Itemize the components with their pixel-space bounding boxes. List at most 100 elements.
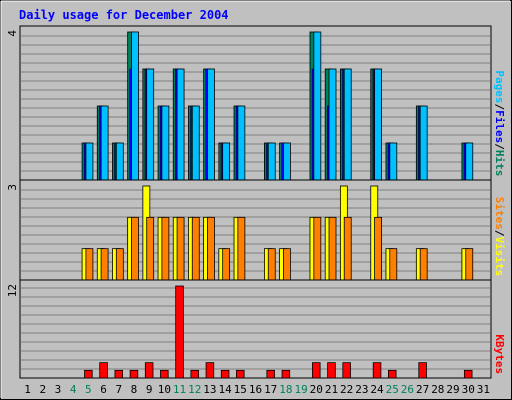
middle-ymax-label: 3 (6, 184, 19, 191)
x-tick-label: 25 (386, 383, 399, 396)
bottom-legend: KBytes (493, 334, 506, 374)
bar-kbytes (387, 369, 397, 379)
middle-legend: Sites/Visits (493, 197, 506, 276)
x-tick-label: 17 (264, 383, 277, 396)
bar-pages (267, 142, 276, 181)
bar-kbytes (114, 369, 124, 379)
bar-sites (389, 248, 398, 281)
bar-kbytes (160, 369, 169, 379)
x-tick-label: 4 (70, 383, 77, 396)
bottom-panel: 12 KBytes (6, 279, 506, 379)
bar-pages (222, 142, 231, 181)
bar-kbytes (418, 362, 427, 379)
x-tick-label: 27 (416, 383, 429, 396)
bar-kbytes (342, 362, 351, 379)
bar-kbytes (281, 369, 291, 379)
bar-sites (237, 216, 246, 281)
legend-entry: / (493, 230, 506, 237)
x-tick-label: 29 (446, 383, 459, 396)
x-tick-label: 21 (325, 383, 338, 396)
x-tick-label: 15 (234, 383, 247, 396)
bar-kbytes (266, 369, 275, 379)
x-tick-label: 23 (355, 383, 368, 396)
legend-entry: Sites (493, 197, 506, 230)
x-tick-label: 13 (203, 383, 216, 396)
bar-pages (374, 68, 382, 181)
x-tick-label: 26 (401, 383, 414, 396)
x-tick-label: 28 (431, 383, 444, 396)
bar-kbytes (205, 362, 215, 379)
bar-sites (374, 216, 382, 281)
bar-sites (313, 216, 322, 281)
x-tick-label: 11 (173, 383, 186, 396)
bar-pages (161, 105, 170, 181)
bar-kbytes (312, 362, 321, 379)
bar-pages (100, 105, 109, 181)
bar-sites (267, 248, 276, 281)
legend-entry: Visits (493, 237, 506, 277)
bar-kbytes (463, 369, 473, 379)
bar-kbytes (327, 362, 336, 379)
bar-kbytes (144, 362, 154, 379)
bar-kbytes (372, 362, 382, 379)
top-ymax-label: 4 (6, 30, 19, 37)
bar-pages (176, 68, 185, 181)
legend-entry: / (493, 143, 506, 150)
x-tick-label: 10 (158, 383, 171, 396)
bar-pages (313, 31, 322, 181)
x-tick-label: 30 (462, 383, 475, 396)
bar-sites (328, 216, 337, 281)
legend-entry: KBytes (493, 334, 506, 374)
top-legend: Pages/Files/Hits (493, 70, 506, 176)
bar-sites (176, 216, 185, 281)
bar-sites (100, 248, 109, 281)
x-tick-label: 9 (146, 383, 153, 396)
bar-pages (131, 31, 139, 181)
x-tick-label: 16 (249, 383, 262, 396)
x-tick-label: 22 (340, 383, 353, 396)
x-tick-label: 24 (370, 383, 384, 396)
x-axis-labels: 1 2 3 4 5 6 7 8 9 10 11 12 13 14 15 16 17 18 19 20 21 22 23 24 2… (24, 383, 490, 396)
x-tick-label: 5 (85, 383, 92, 396)
bar-sites (191, 216, 200, 281)
bar-pages (146, 68, 155, 181)
x-tick-label: 20 (310, 383, 323, 396)
bar-pages (237, 105, 246, 181)
bar-pages (419, 105, 428, 181)
bar-sites (115, 248, 124, 281)
bar-sites (85, 248, 94, 281)
x-tick-label: 12 (188, 383, 201, 396)
bar-kbytes (220, 369, 230, 379)
bar-sites (419, 248, 428, 281)
bar-pages (283, 142, 291, 181)
bottom-ymax-label: 12 (6, 284, 19, 297)
x-tick-label: 18 (279, 383, 292, 396)
bar-pages (465, 142, 474, 181)
x-tick-label: 14 (218, 383, 232, 396)
bar-pages (115, 142, 124, 181)
x-tick-label: 2 (39, 383, 46, 396)
bar-sites (131, 216, 139, 281)
chart-title: Daily usage for December 2004 (19, 8, 229, 22)
bar-sites (207, 216, 215, 281)
x-tick-label: 1 (24, 383, 31, 396)
bar-sites (283, 248, 291, 281)
bar-pages (343, 68, 352, 181)
bar-sites (161, 216, 170, 281)
legend-entry: Pages (493, 70, 506, 103)
bar-pages (191, 105, 200, 181)
legend-entry: Files (493, 110, 506, 143)
bar-kbytes (99, 362, 108, 379)
bar-pages (85, 142, 94, 181)
bar-kbytes (236, 369, 245, 379)
legend-entry: Hits (493, 150, 506, 177)
x-tick-label: 7 (115, 383, 122, 396)
bar-sites (343, 216, 352, 281)
bar-kbytes (190, 369, 199, 379)
bar-pages (328, 68, 337, 181)
bar-sites (146, 216, 155, 281)
